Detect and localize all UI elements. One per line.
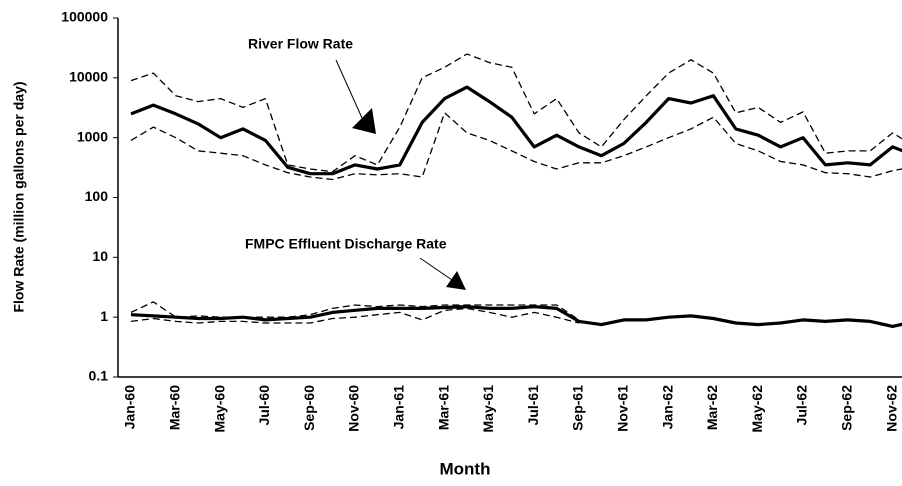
y-tick-label: 1000 [77,128,108,144]
series-line [130,112,902,181]
y-tick-label: 10 [92,248,108,264]
series-line [130,301,580,321]
annotation-arrow [335,59,363,119]
x-tick-label: Mar-61 [435,385,451,430]
y-tick-label: 100000 [61,9,108,25]
y-tick-label: 1 [100,308,108,324]
x-tick-label: Jan-60 [122,385,138,430]
x-tick-label: May-61 [480,385,496,433]
x-tick-label: May-60 [211,385,227,433]
x-tick-label: Sep-61 [570,385,586,431]
x-tick-label: Jan-61 [391,385,407,430]
series-line [130,305,902,328]
annotation: River Flow Rate [248,36,353,52]
x-tick-label: Sep-62 [839,385,855,431]
series-line [130,307,580,324]
x-tick-label: Mar-62 [704,385,720,430]
arrowhead [446,271,466,290]
x-tick-label: Jan-62 [659,385,675,430]
plot-lines [130,53,902,328]
x-tick-label: May-62 [749,385,765,433]
y-tick-label: 0.1 [89,368,109,384]
x-tick-label: Nov-61 [615,385,631,432]
arrowhead [352,108,376,134]
series-line [130,85,902,176]
x-tick-label: Nov-60 [346,385,362,432]
x-tick-label: Mar-60 [167,385,183,430]
annotation-arrow [419,257,453,281]
x-axis-title: Month [440,459,491,478]
x-tick-label: Jul-60 [256,385,272,426]
x-tick-label: Jul-61 [525,385,541,426]
annotation: FMPC Effluent Discharge Rate [245,236,447,252]
series-line [130,53,902,173]
y-axis-title: Flow Rate (million gallons per day) [11,81,27,312]
x-tick-label: Nov-62 [883,385,899,432]
y-tick-label: 100 [85,188,109,204]
y-tick-label: 10000 [69,69,108,85]
x-tick-label: Sep-60 [301,385,317,431]
x-tick-label: Jul-62 [794,385,810,426]
